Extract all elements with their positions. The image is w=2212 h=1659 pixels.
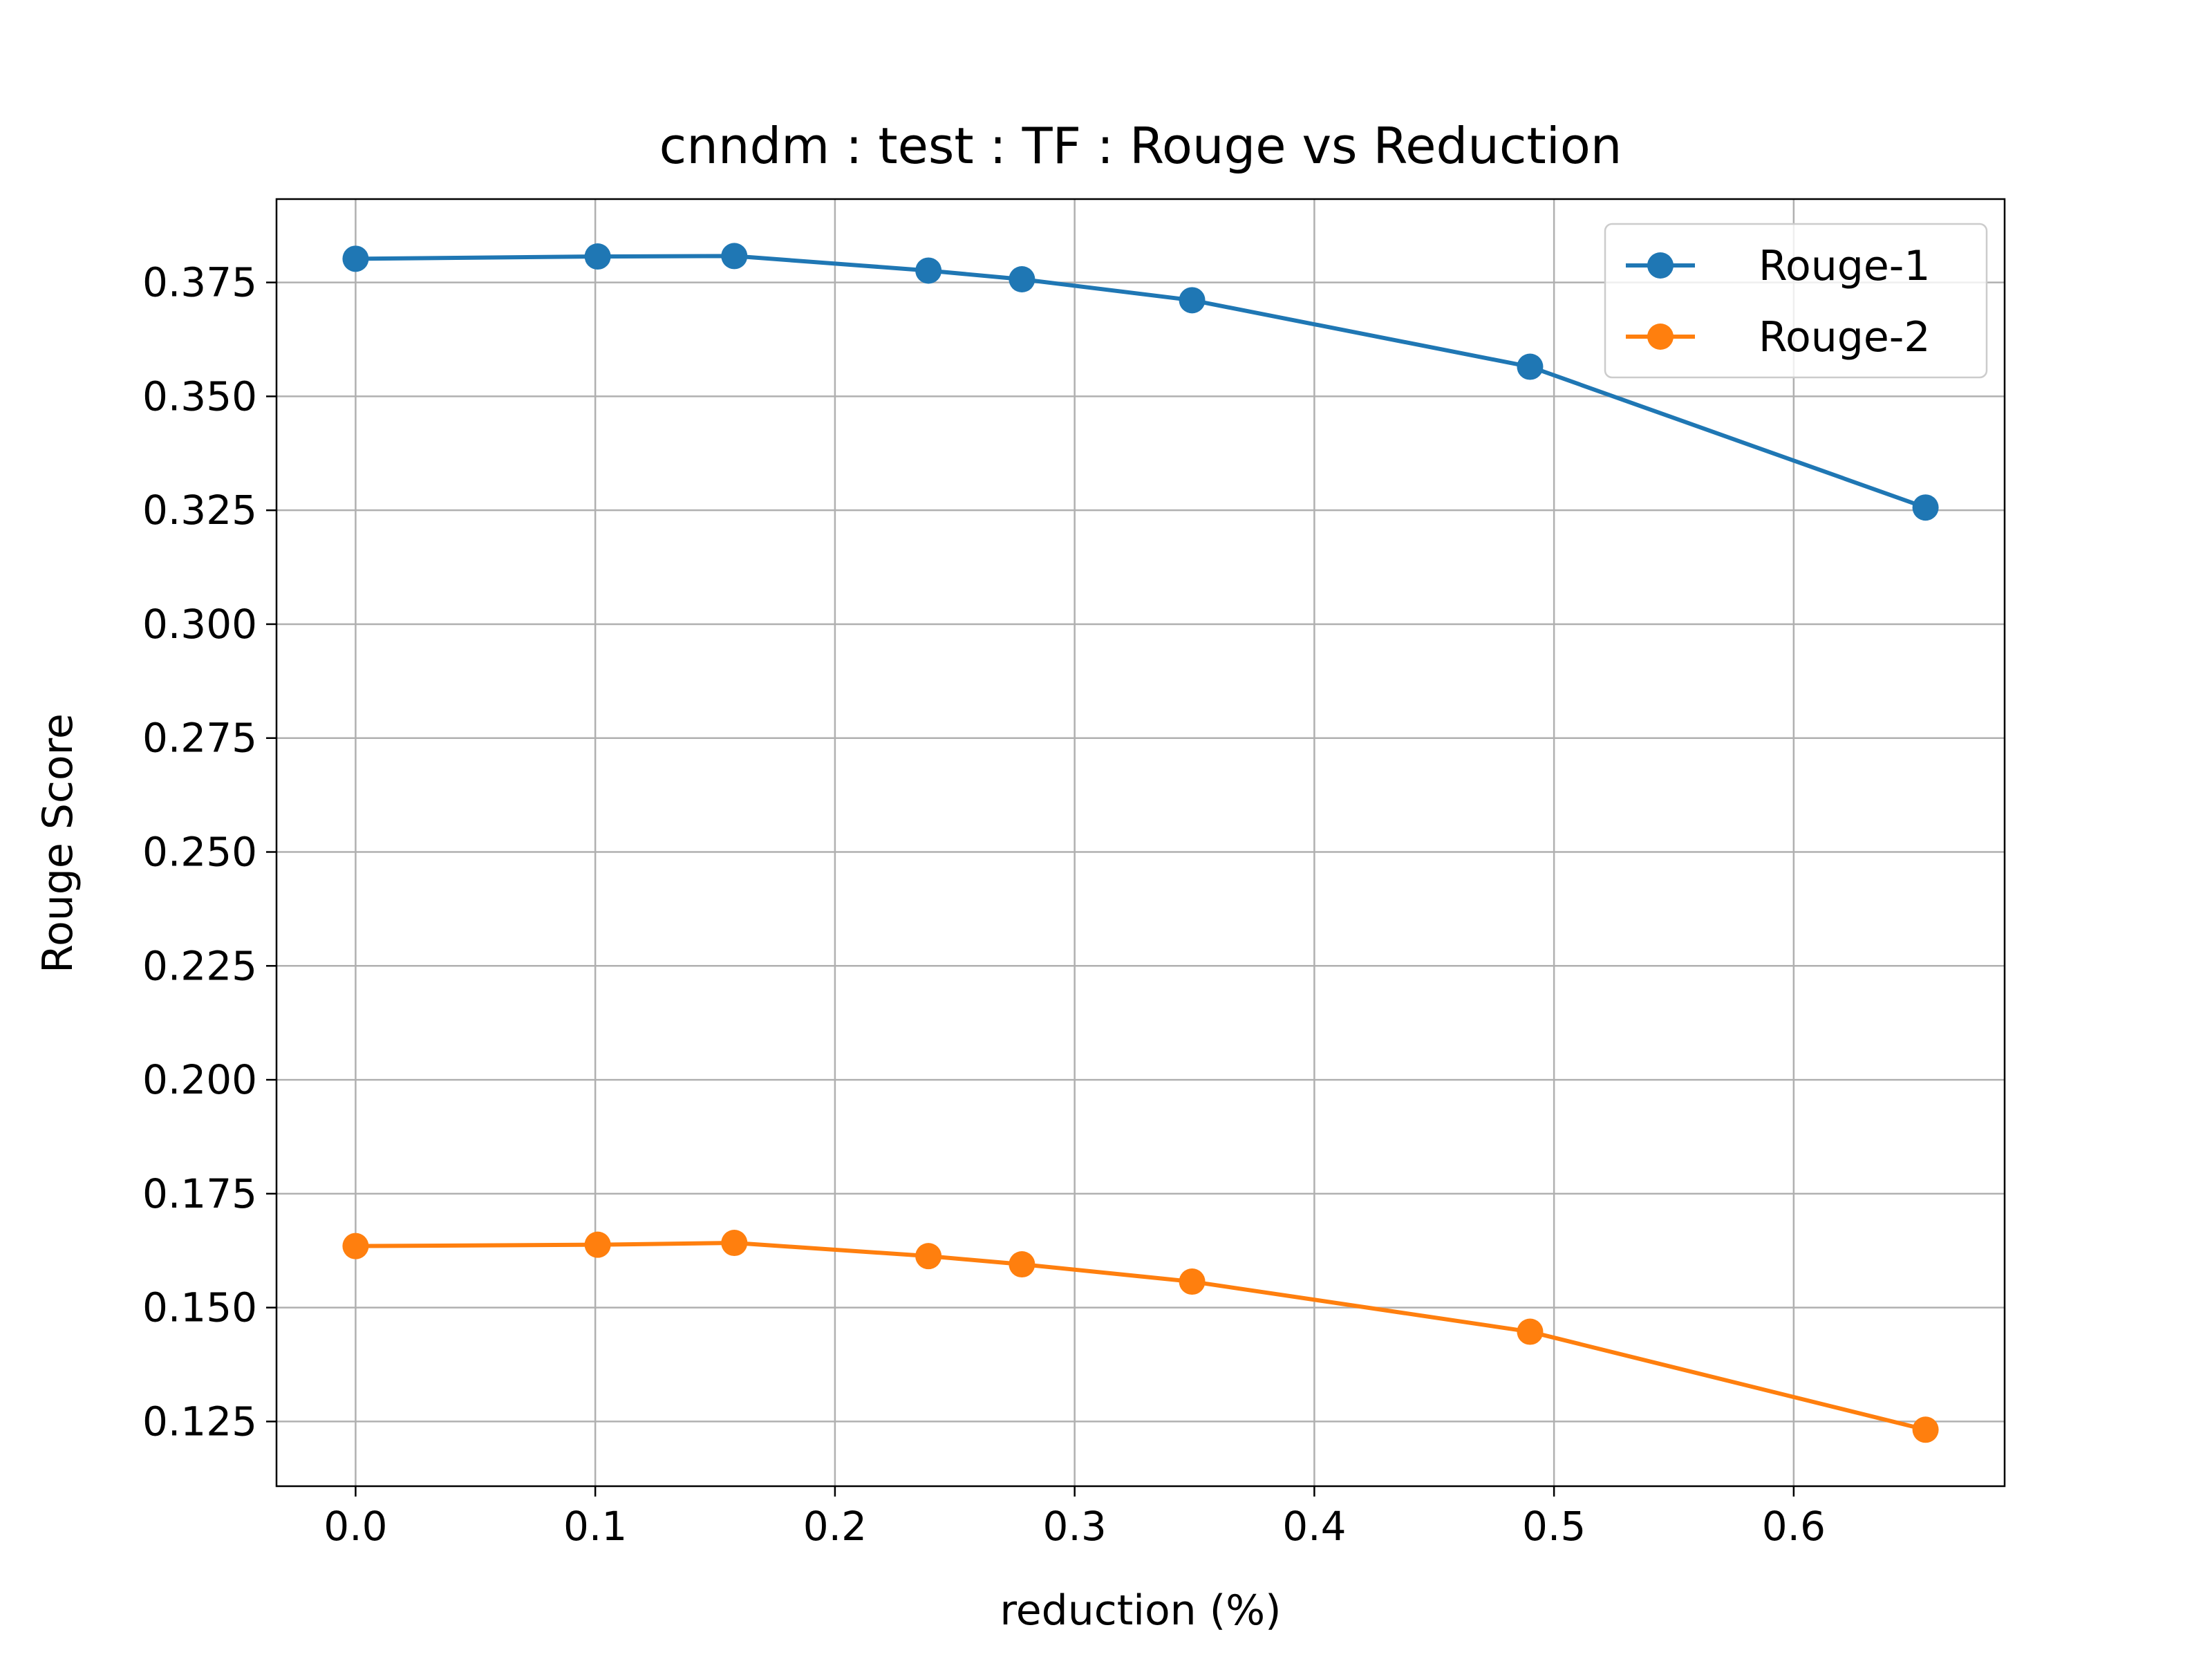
series-rouge-1 <box>342 243 1939 521</box>
data-point-rouge-2 <box>1009 1251 1035 1278</box>
data-point-rouge-1 <box>915 257 942 284</box>
y-tick-label: 0.300 <box>142 601 257 648</box>
series-rouge-2 <box>342 1230 1939 1443</box>
series-line-rouge-1 <box>355 254 1927 510</box>
data-point-rouge-2 <box>1179 1268 1206 1295</box>
x-tick-label: 0.5 <box>1522 1503 1586 1550</box>
x-tick-label: 0.4 <box>1282 1503 1346 1550</box>
plot-frame <box>275 198 2006 1488</box>
data-point-rouge-2 <box>721 1230 748 1257</box>
legend-label-rouge-1: Rouge-1 <box>1759 242 1931 290</box>
data-point-rouge-1 <box>1517 353 1544 380</box>
legend-label-rouge-2: Rouge-2 <box>1759 313 1931 362</box>
data-point-rouge-2 <box>342 1232 369 1259</box>
legend: Rouge-1 Rouge-2 <box>1604 223 1988 379</box>
y-tick-label: 0.325 <box>142 487 257 534</box>
data-point-rouge-1 <box>342 245 369 272</box>
data-point-rouge-2 <box>1912 1416 1939 1443</box>
data-point-rouge-1 <box>1009 266 1035 293</box>
data-point-rouge-1 <box>584 243 611 270</box>
y-axis-label: Rouge Score <box>34 713 82 973</box>
y-tick-label: 0.125 <box>142 1398 257 1445</box>
y-tick-label: 0.350 <box>142 373 257 420</box>
legend-marker-rouge-1 <box>1647 252 1674 279</box>
x-tick-label: 0.3 <box>1043 1503 1107 1550</box>
x-tick-label: 0.0 <box>324 1503 387 1550</box>
grid <box>276 199 2005 1486</box>
y-tick-label: 0.175 <box>142 1170 257 1217</box>
data-point-rouge-1 <box>1912 494 1939 521</box>
x-tick-label: 0.1 <box>563 1503 627 1550</box>
tick-layer: 0.0 0.1 0.2 0.3 0.4 0.5 0.6 0.125 0.150 0.175 0.20… <box>142 259 1826 1550</box>
data-point-rouge-1 <box>1179 287 1206 314</box>
series-line-rouge-2 <box>355 1241 1927 1432</box>
y-tick-label: 0.150 <box>142 1284 257 1331</box>
data-point-rouge-2 <box>1517 1318 1544 1345</box>
chart-title: cnndm : test : TF : Rouge vs Reduction <box>659 117 1622 175</box>
x-tick-label: 0.2 <box>803 1503 867 1550</box>
series-layer <box>342 243 1939 1443</box>
y-tick-label: 0.275 <box>142 715 257 762</box>
data-point-rouge-2 <box>584 1231 611 1258</box>
x-tick-label: 0.6 <box>1762 1503 1826 1550</box>
legend-marker-rouge-2 <box>1647 324 1674 350</box>
y-tick-label: 0.375 <box>142 259 257 306</box>
data-point-rouge-2 <box>915 1243 942 1270</box>
y-tick-label: 0.200 <box>142 1056 257 1103</box>
x-axis-label: reduction (%) <box>1000 1586 1281 1635</box>
data-point-rouge-1 <box>721 243 748 270</box>
y-tick-label: 0.225 <box>142 942 257 989</box>
y-tick-label: 0.250 <box>142 829 257 876</box>
legend-box <box>1604 223 1988 379</box>
